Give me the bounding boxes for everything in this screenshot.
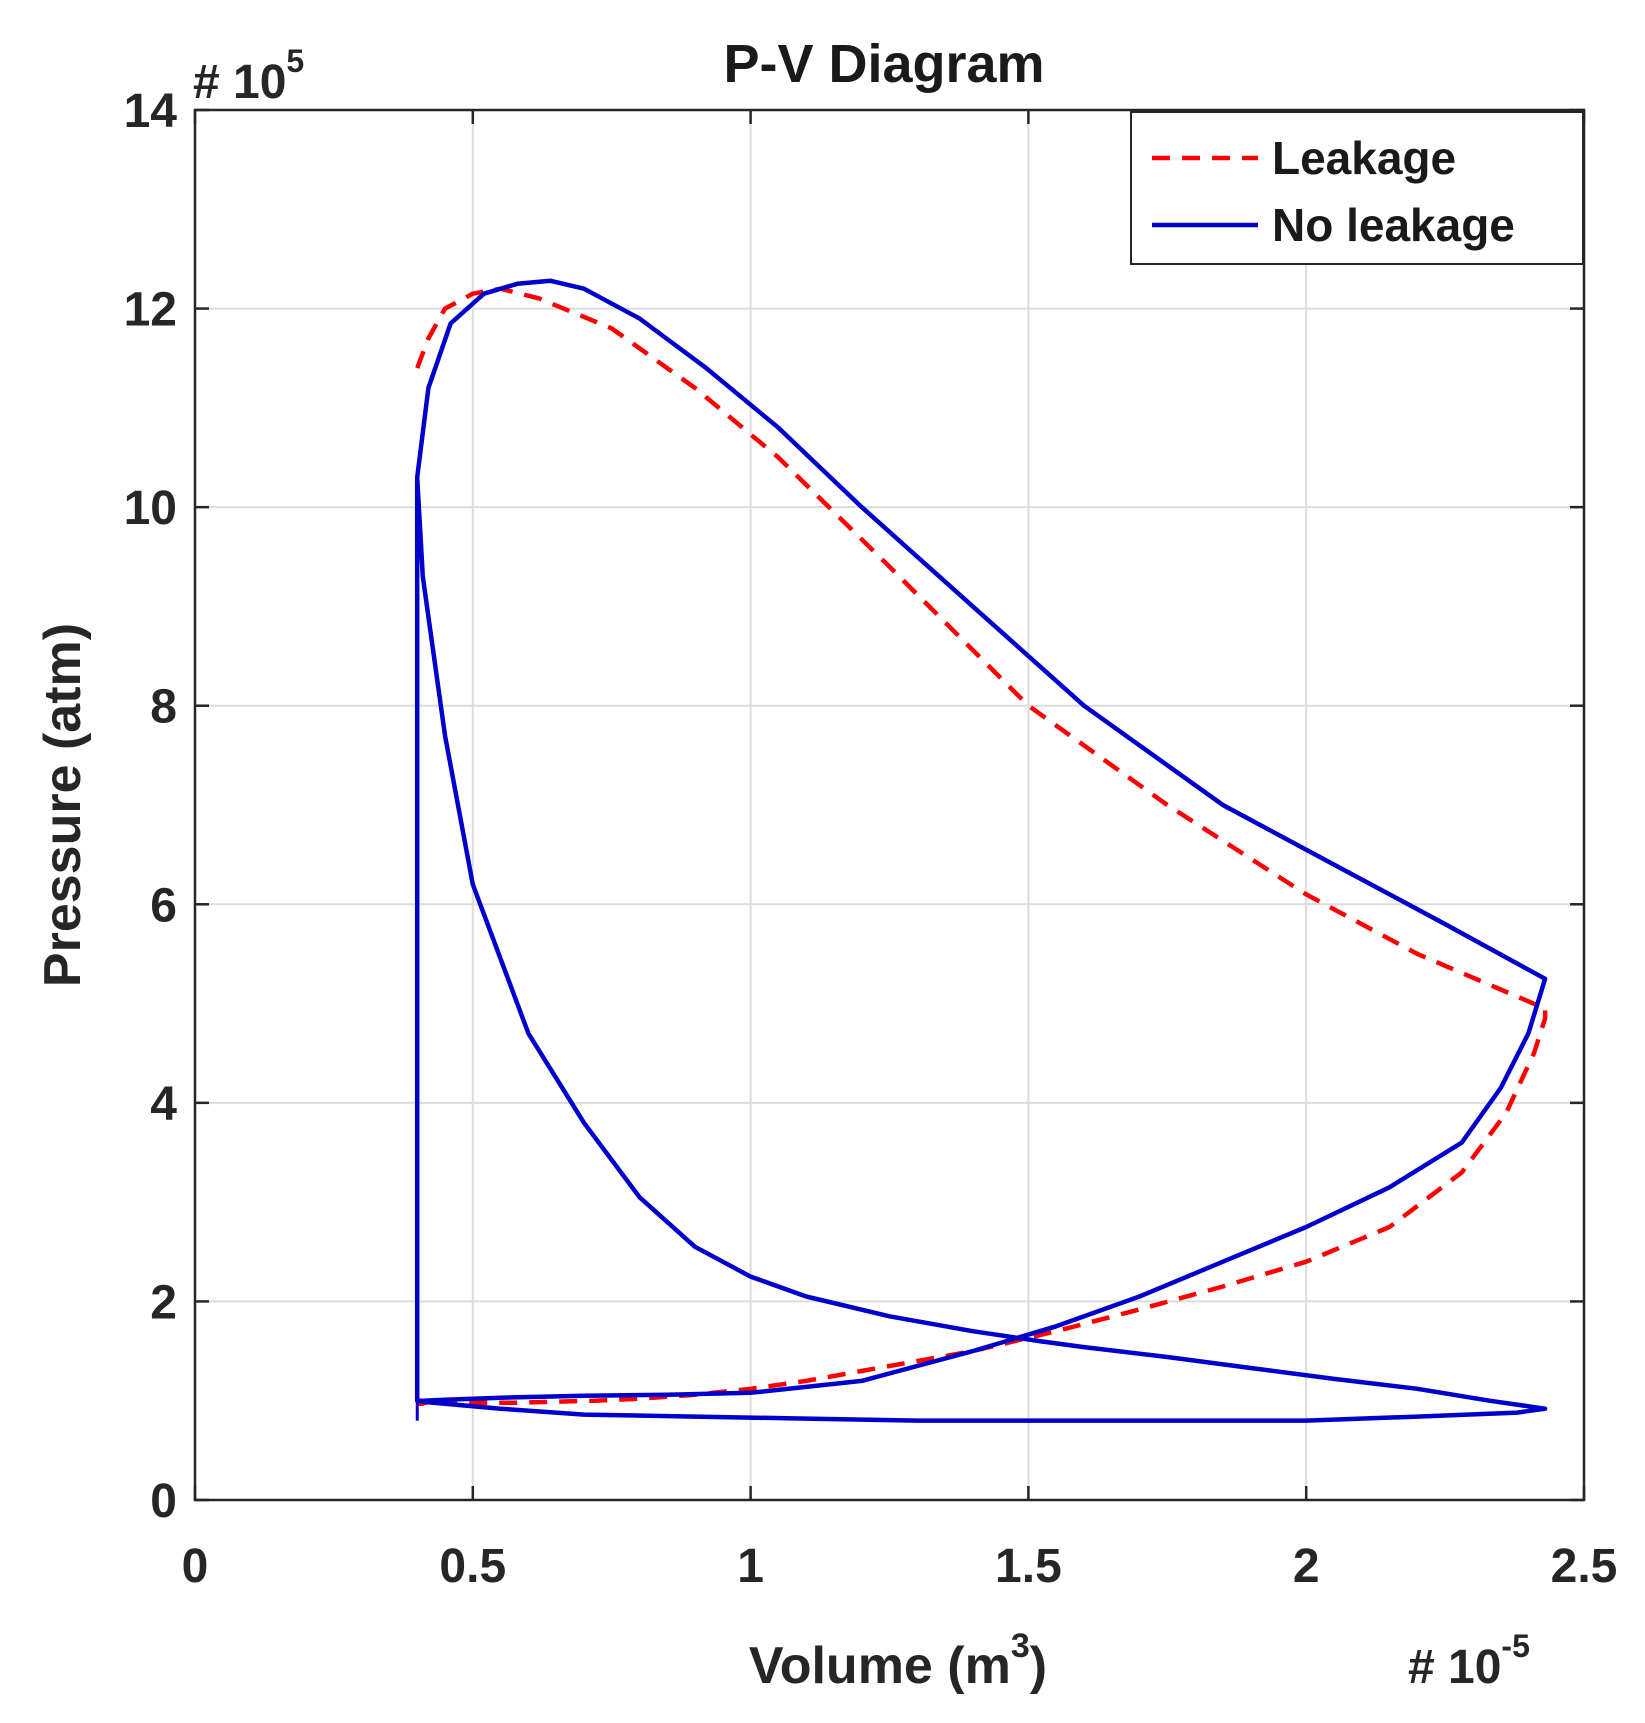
y-tick-label: 10: [124, 482, 177, 535]
chart-title: P-V Diagram: [723, 34, 1044, 94]
x-tick-label: 0: [182, 1540, 209, 1593]
series-line-leakage: [415, 286, 1548, 1406]
tick-labels: 0 0.5 1 1.5 2 2.5 0 2 4 6 8 10 12 14: [124, 85, 1618, 1593]
y-exponent-power: 5: [286, 43, 304, 79]
y-tick-label: 6: [150, 879, 177, 932]
x-tick-label: 1: [737, 1540, 764, 1593]
x-tick-label: 2.5: [1551, 1540, 1618, 1593]
x-tick-label: 1.5: [995, 1540, 1062, 1593]
x-tick-label: 0.5: [439, 1540, 506, 1593]
x-axis-label-sup: 3: [1011, 1627, 1030, 1665]
y-axis-label: Pressure (atm): [34, 623, 92, 987]
y-tick-label: 4: [150, 1078, 177, 1131]
y-tick-label: 2: [150, 1276, 177, 1329]
x-exponent-power: -5: [1501, 1628, 1529, 1664]
x-axis-label-text: Volume (m: [749, 1637, 1011, 1695]
x-axis-label-close: ): [1030, 1637, 1047, 1695]
x-axis-label: Volume (m3): [749, 1627, 1047, 1695]
x-tick-label: 2: [1293, 1540, 1320, 1593]
x-exponent-base: # 10: [1408, 1641, 1501, 1694]
series-line-no-leakage: [414, 278, 1548, 1423]
legend: Leakage No leakage: [1130, 111, 1584, 265]
y-tick-label: 0: [150, 1475, 177, 1528]
legend-box: [1130, 111, 1584, 265]
y-tick-label: 12: [124, 284, 177, 337]
y-tick-label: 14: [124, 85, 178, 138]
legend-label-no-leakage: No leakage: [1272, 199, 1515, 251]
ticks: [193, 108, 1586, 1502]
y-exponent: # 105: [193, 43, 304, 109]
x-exponent: # 10-5: [1408, 1628, 1530, 1694]
legend-label-leakage: Leakage: [1272, 132, 1456, 184]
y-exponent-base: # 10: [193, 56, 286, 109]
grid: [195, 110, 1584, 1500]
plot-frame: [193, 108, 1586, 1502]
series-layer: [414, 278, 1548, 1423]
y-tick-label: 8: [150, 681, 177, 734]
